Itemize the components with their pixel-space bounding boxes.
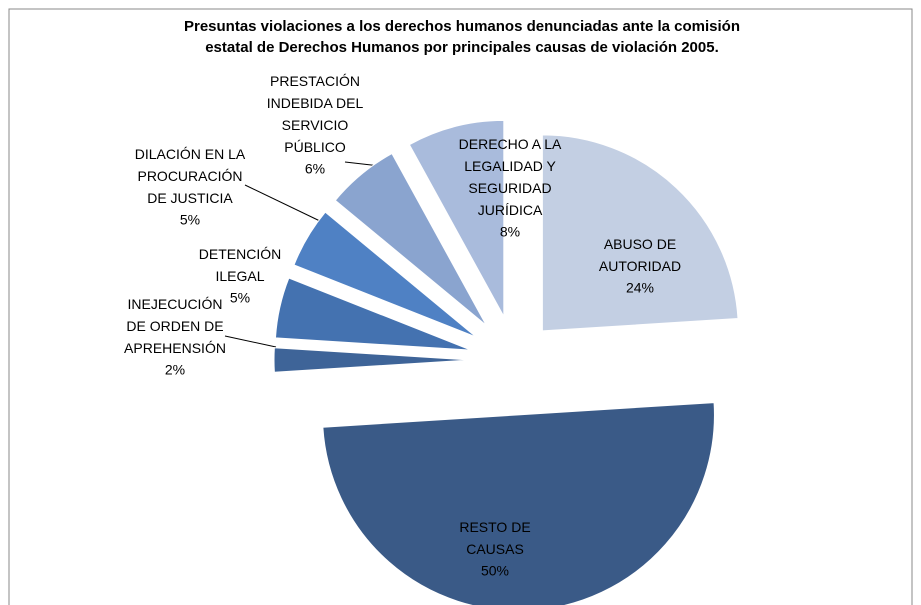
value-label: 5% — [230, 290, 250, 306]
chart-title: Presuntas violaciones a los derechos hum… — [184, 18, 740, 56]
slice-label: DERECHO A LA LEGALIDAD Y SEGURIDAD JURÍDICA — [459, 136, 562, 218]
value-label: 24% — [626, 280, 654, 296]
value-label: 6% — [305, 161, 325, 177]
slice-label: PRESTACIÓN INDEBIDA DEL SERVICIO PÚBLICO — [267, 73, 364, 155]
leader-line — [244, 184, 323, 223]
slice-label: ABUSO DE AUTORIDAD — [599, 236, 681, 274]
pie-slice — [293, 211, 477, 338]
chart-border — [8, 8, 913, 605]
pie-slice — [334, 152, 487, 326]
pie-slice — [273, 347, 471, 373]
value-label: 50% — [481, 563, 509, 579]
pie-slice — [322, 402, 715, 605]
slice-label: DILACIÓN EN LA PROCURACIÓN DE JUSTICIA — [135, 146, 246, 206]
slice-label: RESTO DE CAUSAS — [459, 519, 530, 557]
pie-slice — [541, 134, 739, 332]
slice-label: INEJECUCIÓN DE ORDEN DE APREHENSIÓN — [124, 296, 226, 356]
leader-line — [224, 335, 277, 348]
slice-label: DETENCIÓN ILEGAL — [199, 246, 281, 284]
pie-slice — [408, 119, 505, 317]
pie-slice — [274, 277, 472, 351]
value-label: 8% — [500, 224, 520, 240]
value-label: 5% — [180, 212, 200, 228]
value-label: 2% — [165, 362, 185, 378]
